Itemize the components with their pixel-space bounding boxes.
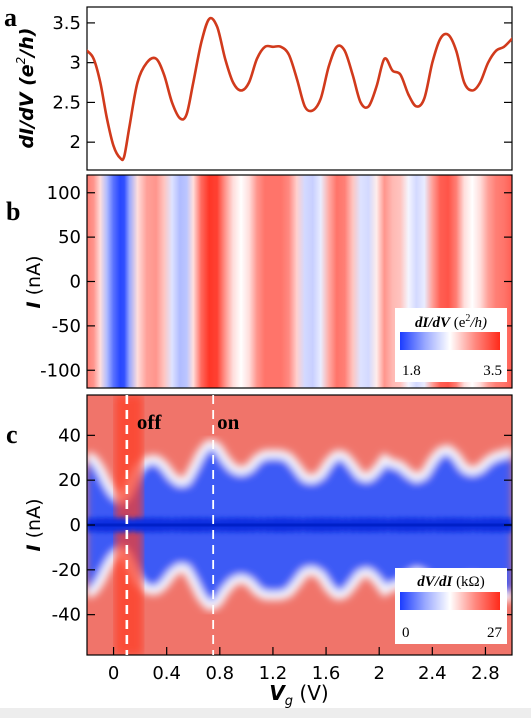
panel-b-label: b	[6, 197, 20, 226]
panel-b-colorbar-min: 1.8	[402, 363, 421, 379]
panel-c-markers: off on	[125, 395, 240, 655]
panel-c-colorbar-max: 27	[487, 625, 503, 641]
panel-b-colorbar: dI/dV (e2/h) 1.8 3.5	[395, 308, 507, 382]
panel-c-xtick-label: 1.2	[259, 663, 288, 684]
panel-c-upper-transition	[87, 439, 512, 503]
panel-c-ytick-label: 40	[58, 425, 81, 446]
panel-b-colorbar-gradient	[400, 332, 500, 350]
panel-b-colorbar-max: 3.5	[483, 363, 502, 379]
panel-c-ytick-label: -20	[52, 560, 81, 581]
panel-c-colorbar-min: 0	[402, 625, 410, 641]
panel-c-ytick-label: -40	[52, 605, 81, 626]
panel-b-ylabel: I (nA)	[23, 256, 45, 309]
panel-c-colorbar: dV/dI (kΩ) 0 27	[395, 568, 507, 644]
panel-b-y-ticks: 100 50 0 -50 -100	[40, 183, 512, 381]
panel-c-xtick-label: 1.6	[312, 663, 341, 684]
panel-a-ytick-label: 2.5	[52, 92, 81, 113]
panel-b-heatmap: 100 50 0 -50 -100 I (nA) dI/dV (e2/h) 1.8 3.…	[23, 174, 513, 389]
panel-a-series-line	[87, 16, 512, 162]
panel-b-ytick-label: 0	[70, 272, 81, 293]
panel-c-ytick-label: 20	[58, 470, 81, 491]
panel-a-label: a	[4, 3, 17, 32]
panel-c-colorbar-title: dV/dI (kΩ)	[417, 574, 484, 590]
panel-a-y-ticks: 2 2.5 3 3.5	[52, 13, 512, 153]
panel-c-y-ticks: 40 20 0 -20 -40	[52, 425, 512, 626]
panel-c-heatmap: off on 40 20 0 -20 -40 0 0.4 0.8 1.2 1.6 2 2.4 2.8 I…	[23, 394, 513, 709]
panel-c-xtick-label: 0.8	[205, 663, 234, 684]
panel-b-ytick-label: -100	[40, 360, 81, 381]
panel-b-colorbar-title: dI/dV (e2/h)	[415, 313, 487, 331]
panel-b-ytick-label: 100	[47, 183, 81, 204]
panel-a-ylabel: dI/dV (e2/h)	[14, 28, 38, 149]
panel-c-label: c	[6, 420, 18, 449]
panel-a-line-chart: 2 2.5 3 3.5 dI/dV (e2/h)	[14, 6, 513, 171]
marker-label-off: off	[137, 410, 162, 434]
panel-c-x-ticks: 0 0.4 0.8 1.2 1.6 2 2.4 2.8	[108, 647, 500, 684]
panel-b-ytick-label: 50	[58, 227, 81, 248]
panel-c-xlabel: Vg (V)	[269, 681, 328, 709]
panel-a-ytick-label: 2	[70, 132, 81, 153]
panel-a-ytick-label: 3.5	[52, 13, 81, 34]
panel-c-xtick-label: 0	[108, 663, 119, 684]
panel-c-ytick-label: 0	[70, 515, 81, 536]
panel-c-ylabel: I (nA)	[23, 499, 45, 552]
panel-c-colorbar-gradient	[400, 592, 500, 610]
panel-c-xtick-label: 2.4	[418, 663, 447, 684]
panel-c-xtick-label: 2.8	[471, 663, 500, 684]
panel-c-xtick-label: 2	[373, 663, 384, 684]
panel-c-xtick-label: 0.4	[152, 663, 181, 684]
panel-a-ytick-label: 3	[70, 53, 81, 74]
bottom-strip	[0, 708, 531, 718]
marker-label-on: on	[217, 410, 240, 434]
panel-b-ytick-label: -50	[52, 316, 81, 337]
